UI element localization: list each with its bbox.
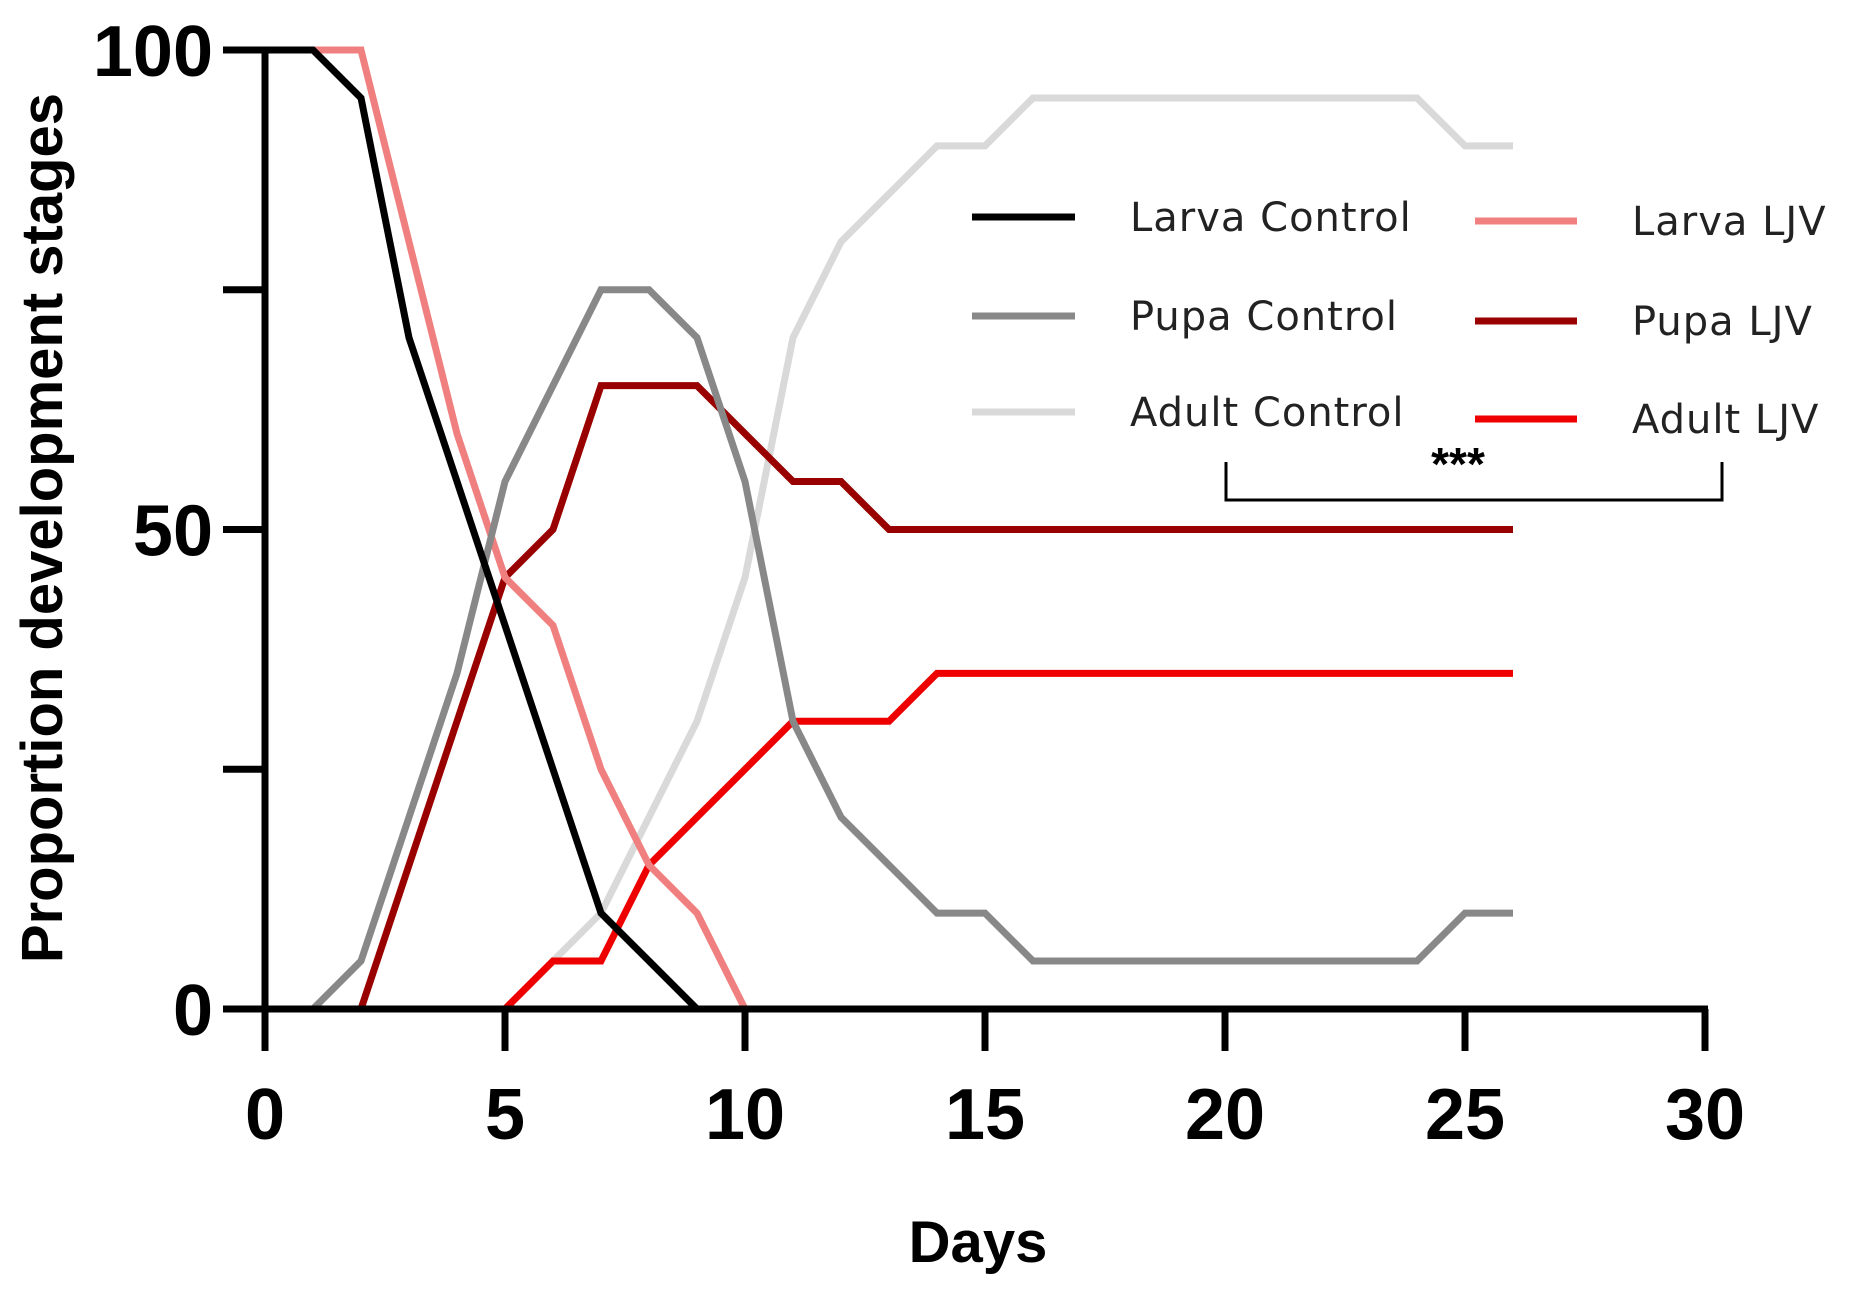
significance-bracket	[1224, 462, 1724, 502]
legend-label-larva-ljv: Larva LJV	[1632, 199, 1827, 245]
series-line-pupa-control	[265, 286, 1513, 1013]
legend-label-pupa-control: Pupa Control	[1130, 294, 1398, 340]
legend: Larva Control Pupa Control Adult Control La…	[972, 195, 1827, 443]
x-tick-label: 0	[245, 1075, 285, 1155]
y-axis-title: Proportion development stages	[10, 93, 75, 963]
y-tick-label: 100	[93, 12, 213, 92]
significance-stars: ***	[1431, 438, 1485, 490]
x-tick-label: 20	[1185, 1075, 1265, 1155]
x-tick-label: 30	[1665, 1075, 1745, 1155]
x-axis-title: Days	[909, 1210, 1048, 1275]
x-tick-label: 15	[945, 1075, 1025, 1155]
legend-label-larva-control: Larva Control	[1130, 195, 1412, 241]
legend-label-pupa-ljv: Pupa LJV	[1632, 299, 1813, 345]
y-tick-label: 50	[133, 492, 213, 572]
axes	[223, 46, 1709, 1051]
legend-label-adult-ljv: Adult LJV	[1632, 397, 1819, 443]
legend-label-adult-control: Adult Control	[1130, 390, 1405, 436]
x-tick-label: 5	[485, 1075, 525, 1155]
significance-annotation: ***	[1224, 438, 1724, 502]
tick-labels: 0 5 10 15 20 25 30 0 50 100	[93, 12, 1745, 1155]
series-lines	[265, 46, 1513, 1013]
x-tick-label: 10	[705, 1075, 785, 1155]
series-line-pupa-ljv	[265, 382, 1513, 1013]
y-tick-label: 0	[173, 971, 213, 1051]
x-tick-label: 25	[1425, 1075, 1505, 1155]
